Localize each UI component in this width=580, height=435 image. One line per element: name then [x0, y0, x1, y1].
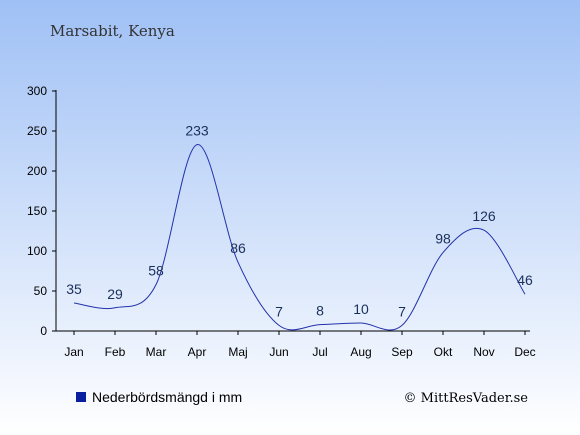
x-tick-label: Jan — [64, 345, 83, 359]
y-tick-label: 100 — [27, 244, 47, 258]
y-tick-label: 250 — [27, 124, 47, 138]
x-tick-label: Sep — [391, 345, 413, 359]
y-ticks: 0 50 100 150 200 250 300 — [27, 84, 56, 338]
data-label: 98 — [435, 231, 451, 247]
data-label: 233 — [185, 123, 209, 139]
x-tick-label: Aug — [350, 345, 371, 359]
x-tick-label: Jun — [269, 345, 288, 359]
legend-marker — [76, 392, 86, 402]
series-line — [73, 144, 526, 331]
y-tick-label: 50 — [34, 284, 48, 298]
data-label: 29 — [107, 286, 123, 302]
y-tick-label: 150 — [27, 204, 47, 218]
legend-label: Nederbördsmängd i mm — [92, 389, 242, 405]
data-label: 7 — [275, 303, 283, 319]
x-tick-label: Apr — [188, 345, 207, 359]
y-tick-label: 300 — [27, 84, 47, 98]
y-tick-label: 0 — [40, 324, 47, 338]
data-labels: 35 29 58 233 86 7 8 10 7 98 126 46 — [66, 123, 533, 320]
x-tick-label: Nov — [473, 345, 494, 359]
x-tick-label: Okt — [434, 345, 453, 359]
data-label: 58 — [148, 263, 164, 279]
data-label: 8 — [316, 303, 324, 319]
data-label: 35 — [66, 281, 82, 297]
x-tick-label: Feb — [105, 345, 126, 359]
data-label: 126 — [472, 208, 496, 224]
data-label: 46 — [517, 272, 533, 288]
data-label: 86 — [230, 240, 246, 256]
x-tick-label: Jul — [312, 345, 327, 359]
x-tick-label: Dec — [514, 345, 535, 359]
x-tick-label: Mar — [146, 345, 167, 359]
chart-title: Marsabit, Kenya — [50, 22, 175, 40]
data-label: 7 — [398, 303, 406, 319]
credit-text: © MittResVader.se — [404, 391, 529, 406]
data-label: 10 — [353, 301, 369, 317]
x-ticks: Jan Feb Mar Apr Maj Jun Jul Aug Sep Okt Nov Dec — [64, 331, 536, 359]
y-tick-label: 200 — [27, 164, 47, 178]
x-tick-label: Maj — [228, 345, 247, 359]
